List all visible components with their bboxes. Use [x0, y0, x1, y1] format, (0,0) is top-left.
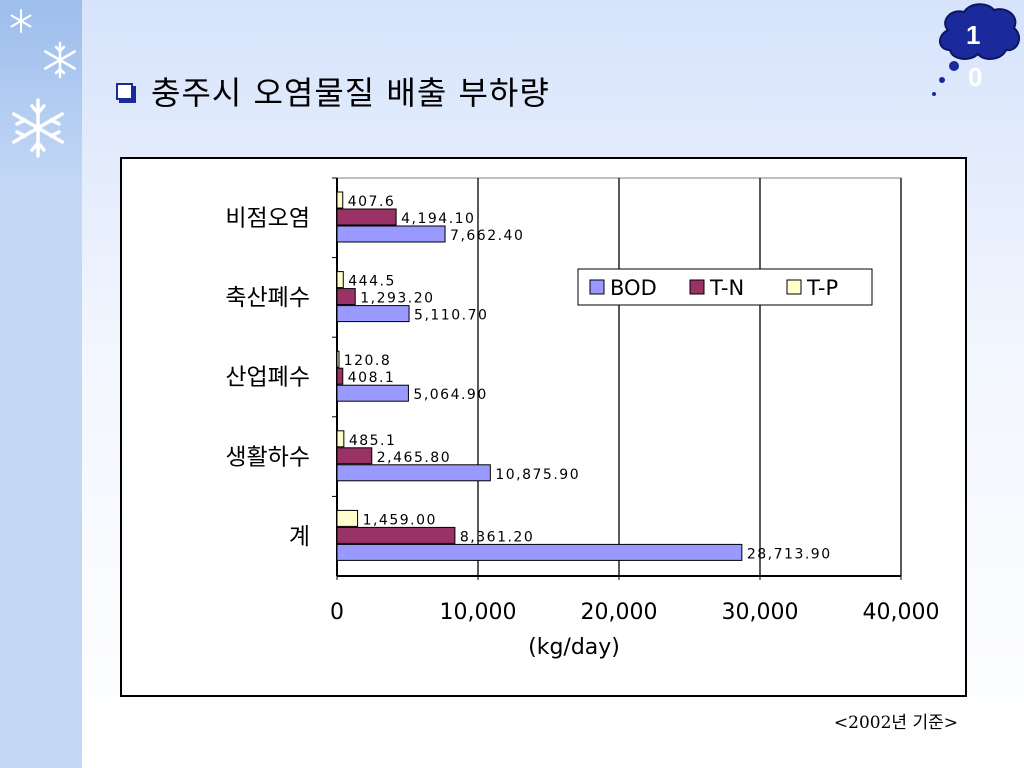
data-label: 1,459.00: [363, 512, 437, 528]
legend-label: T-N: [709, 276, 744, 300]
slide-title: 충주시 오염물질 배출 부하량: [151, 74, 550, 112]
bar-chart: 0 10,000 20,000 30,000 40,000 (kg/day) 비점오염 407…: [225, 177, 940, 660]
data-label: 10,875.90: [495, 467, 580, 483]
page-number-line1: 1: [966, 20, 981, 50]
bar-t-n: [336, 208, 397, 226]
bar-t-p: [336, 271, 344, 289]
data-label: 28,713.90: [747, 546, 832, 562]
data-label: 1,293.20: [360, 291, 434, 307]
bar-bod: [336, 543, 743, 561]
category-label: 축산폐수: [225, 285, 310, 311]
category-label: 비점오염: [225, 206, 310, 232]
x-tick-label: 0: [330, 600, 344, 625]
legend-label: BOD: [610, 276, 657, 300]
x-tick-label: 20,000: [581, 600, 658, 625]
bar-t-n: [336, 367, 344, 385]
legend-swatch-t-n: [689, 279, 705, 295]
bar-t-p: [336, 350, 340, 368]
page-number-line2: 0: [968, 62, 983, 92]
category-label: 계: [289, 524, 310, 550]
data-label: 7,662.40: [450, 228, 524, 244]
legend-box: [577, 268, 873, 306]
snowflake-icon: [10, 9, 32, 33]
slide-title-row: 충주시 오염물질 배출 부하량: [116, 66, 550, 116]
bar-t-n: [336, 447, 373, 465]
left-strip-band: [0, 0, 82, 190]
bar-bod: [336, 384, 409, 402]
legend-swatch-bod: [589, 279, 605, 295]
x-axis-label: (kg/day): [528, 635, 620, 660]
data-label: 2,465.80: [377, 450, 451, 466]
square-bullet-icon: [116, 82, 133, 100]
data-label: 407.6: [348, 194, 396, 210]
footnote: <2002년 기준>: [833, 713, 958, 733]
bar-t-n: [336, 526, 456, 544]
x-tick-label: 40,000: [863, 600, 940, 625]
data-label: 120.8: [344, 353, 392, 369]
data-label: 408.1: [348, 370, 396, 386]
bar-bod: [336, 464, 491, 482]
snowflake-icon: [44, 41, 76, 79]
left-decorative-strip: [0, 0, 82, 768]
legend-swatch-t-p: [786, 279, 802, 295]
data-label: 444.5: [348, 274, 396, 290]
chart-frame: 0 10,000 20,000 30,000 40,000 (kg/day) 비점오염 407…: [120, 157, 967, 697]
bar-t-p: [336, 191, 344, 209]
x-tick-label: 30,000: [722, 600, 799, 625]
data-label: 5,110.70: [414, 308, 488, 324]
bar-t-p: [336, 430, 345, 448]
category-label: 산업폐수: [225, 365, 310, 391]
data-label: 4,194.10: [401, 211, 475, 227]
x-tick-label: 10,000: [440, 600, 517, 625]
bar-bod: [336, 305, 410, 323]
data-label: 8,361.20: [460, 529, 534, 545]
snowflake-icon: [12, 98, 64, 158]
data-label: 485.1: [349, 433, 397, 449]
legend-label: T-P: [806, 276, 838, 300]
cloud-icon: [932, 3, 1021, 96]
bar-t-n: [336, 288, 356, 306]
category-label: 생활하수: [225, 444, 310, 470]
bar-t-p: [336, 509, 359, 527]
bar-bod: [336, 225, 446, 243]
data-label: 5,064.90: [413, 387, 487, 403]
